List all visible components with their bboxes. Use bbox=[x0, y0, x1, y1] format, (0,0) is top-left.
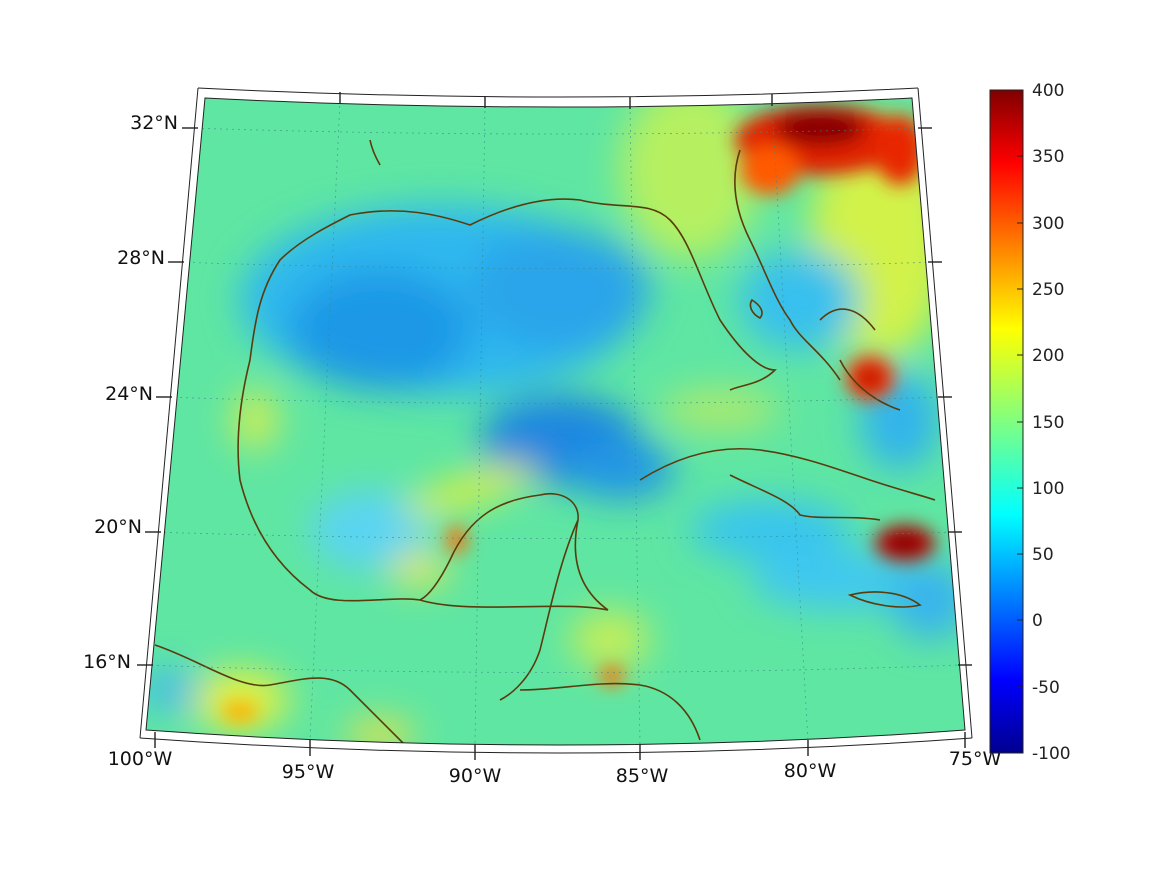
graticule bbox=[146, 99, 963, 745]
data-field bbox=[146, 98, 965, 745]
colorbar-tick-100: 100 bbox=[1032, 479, 1064, 499]
colorbar-tick-300: 300 bbox=[1032, 214, 1064, 234]
colorbar-tick-400: 400 bbox=[1032, 81, 1064, 101]
colorbar-tick-minus100: -100 bbox=[1032, 744, 1071, 764]
lon-label-100: 100°W bbox=[108, 748, 173, 770]
lat-label-24: 24°N bbox=[105, 383, 153, 405]
lat-label-32: 32°N bbox=[130, 112, 178, 134]
lon-label-95: 95°W bbox=[282, 761, 335, 783]
lat-label-16: 16°N bbox=[83, 651, 131, 673]
colorbar: 400 350 300 250 200 150 100 50 0 -50 -10… bbox=[989, 81, 1071, 764]
map-frame bbox=[139, 87, 973, 754]
colorbar-tick-0: 0 bbox=[1032, 611, 1043, 631]
colorbar-tick-150: 150 bbox=[1032, 413, 1064, 433]
lat-label-28: 28°N bbox=[117, 247, 165, 269]
lon-label-75: 75°W bbox=[949, 748, 1002, 770]
colorbar-tick-minus50: -50 bbox=[1032, 678, 1060, 698]
lat-label-20: 20°N bbox=[94, 516, 142, 538]
frame-ticks bbox=[137, 92, 972, 760]
colorbar-tick-250: 250 bbox=[1032, 280, 1064, 300]
colorbar-tick-200: 200 bbox=[1032, 346, 1064, 366]
lon-label-80: 80°W bbox=[784, 760, 837, 782]
lon-label-90: 90°W bbox=[449, 765, 502, 787]
coastlines bbox=[154, 139, 936, 745]
colorbar-tick-50: 50 bbox=[1032, 545, 1054, 565]
lon-label-85: 85°W bbox=[616, 765, 669, 787]
colorbar-tick-350: 350 bbox=[1032, 147, 1064, 167]
